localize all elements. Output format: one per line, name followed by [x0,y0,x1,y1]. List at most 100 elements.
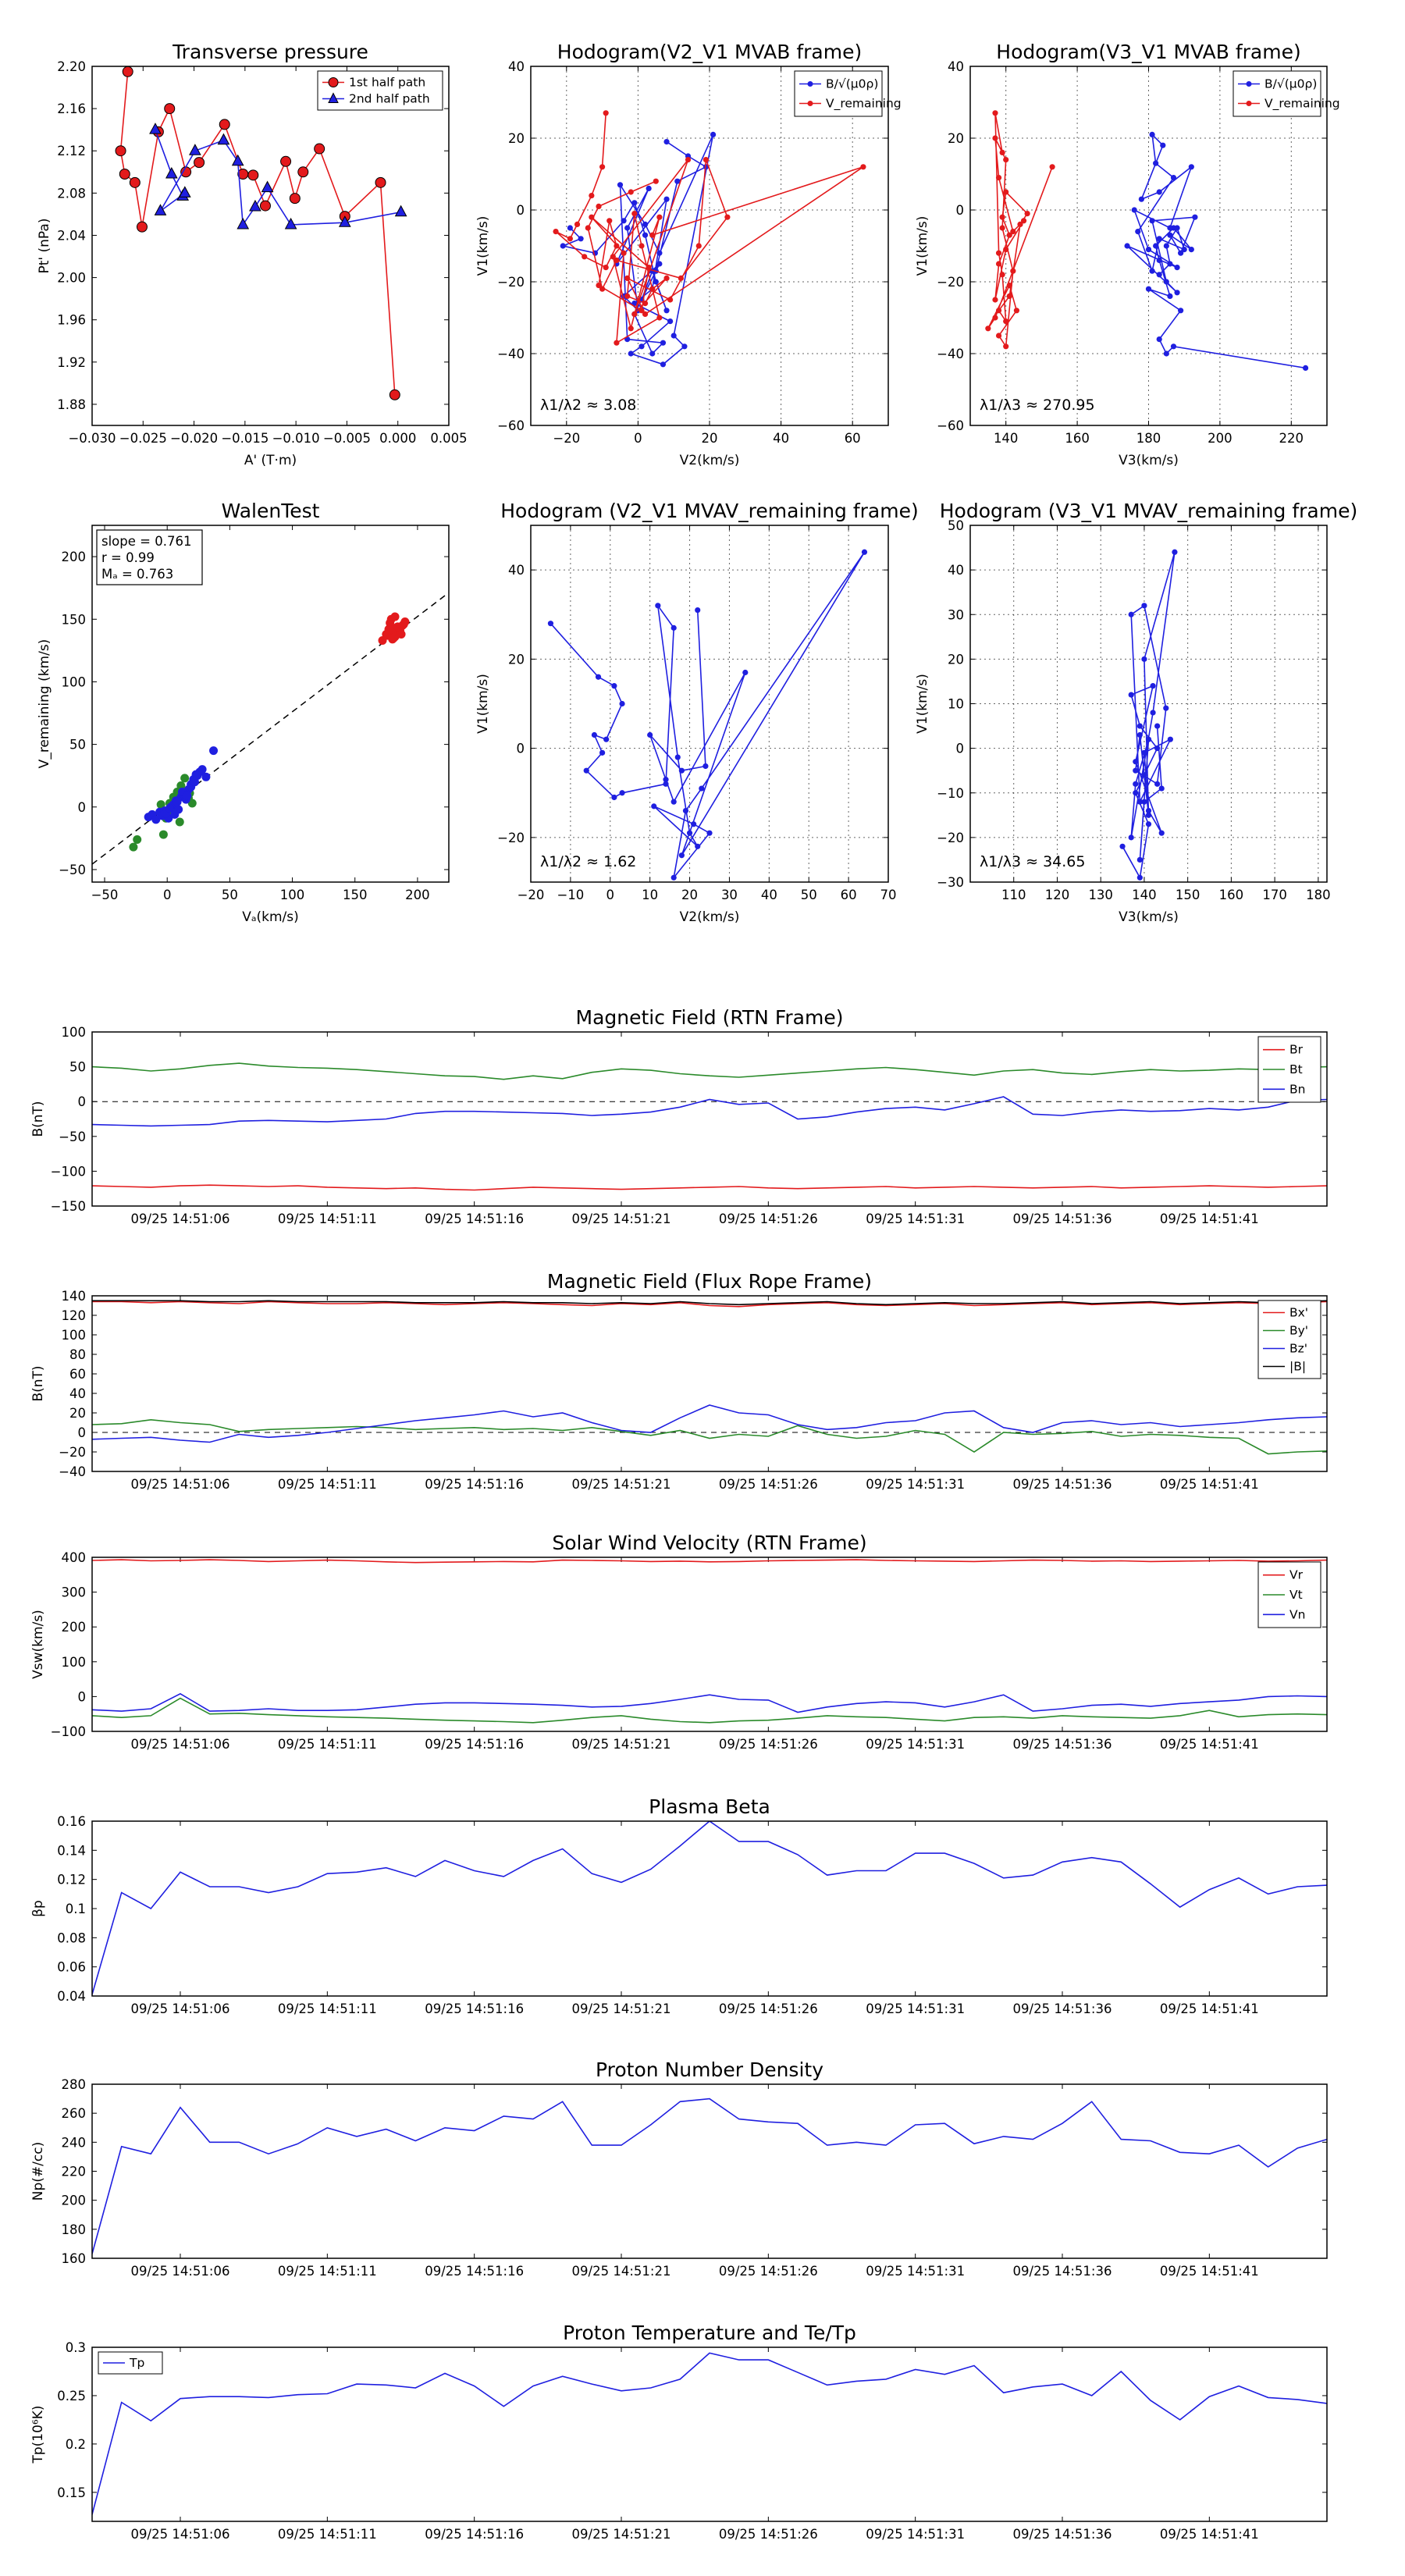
hodogram-v3v1-mvav-series-v-point [1154,781,1161,787]
walen-test-ytick-label: −50 [59,863,86,877]
solar-wind-velocity-ytick-label: 200 [62,1620,87,1635]
magnetic-field-rtn-ylabel: B(nT) [30,1101,46,1137]
hodogram-v2v1-mvab-legend-marker [807,81,813,87]
hodogram-v3v1-mvab-series-b-0--point [1156,336,1162,343]
hodogram-v2v1-mvab-series-v-remaining-point [614,340,620,346]
hodogram-v3v1-mvab-frame [969,66,1328,426]
transverse-pressure-series-2nd-half-path-point [338,215,351,227]
proton-temperature-frame [91,2347,1328,2522]
transverse-pressure-ylabel: Pt' (nPa) [37,219,52,274]
hodogram-v3v1-mvab-xtick-label: 220 [1279,431,1304,446]
hodogram-v2v1-mvab-series-v-remaining-point [628,326,634,332]
hodogram-v3v1-mvab-data [985,110,1309,371]
hodogram-v2v1-mvav-series-v-point [647,731,653,738]
hodogram-v3v1-mvav-xtick-label: 130 [1088,888,1113,902]
hodogram-v2v1-mvav-series-v-point [678,852,685,859]
proton-temperature-ylabel: Tp(10⁶K) [30,2405,46,2464]
plasma-beta-series-beta-line [92,1821,1327,1995]
hodogram-v2v1-mvab-series-v-remaining-point [628,189,634,195]
proton-number-density-xtick-label: 09/25 14:51:26 [719,2264,818,2279]
proton-number-density-xtick-label: 09/25 14:51:11 [278,2264,377,2279]
hodogram-v3v1-mvab-ytick-label: −20 [937,275,964,290]
plasma-beta-xtick-label: 09/25 14:51:36 [1013,2001,1112,2016]
walen-test-stat: Mₐ = 0.763 [101,567,173,582]
transverse-pressure-series-1st-half-path-point [115,145,126,157]
transverse-pressure-series-1st-half-path-point [375,176,386,188]
magnetic-field-flux-rope-xtick-label: 09/25 14:51:16 [425,1477,524,1492]
magnetic-field-rtn-legend-label: Br [1289,1043,1304,1057]
hodogram-v2v1-mvab-series-b-0--point [667,318,674,325]
walen-test-series-y-point [129,842,138,852]
hodogram-v3v1-mvab-series-b-0--point [1149,268,1155,274]
hodogram-v2v1-mvav-eigen-ratio: λ1/λ2 ≈ 1.62 [540,853,636,870]
hodogram-v2v1-mvab-xtick-label: 0 [634,431,642,446]
hodogram-v3v1-mvab-ytick-label: −60 [937,418,964,433]
walen-test-series-x-point [399,620,408,629]
walen-test-series-z-point [170,809,180,819]
hodogram-v2v1-mvab-legend-label: B/√(μ0ρ) [826,77,878,91]
hodogram-v3v1-mvab-series-v-remaining-point [1003,157,1009,163]
hodogram-v3v1-mvav-eigen-ratio: λ1/λ3 ≈ 34.65 [980,853,1085,870]
hodogram-v2v1-mvab-series-v-remaining-point [646,265,652,271]
hodogram-v2v1-mvab-series-v-remaining-point [642,311,649,317]
hodogram-v3v1-mvav-series-v-point [1150,683,1156,689]
hodogram-v3v1-mvab-series-b-0--point [1167,225,1173,231]
hodogram-v3v1-mvav-xtick-label: 140 [1132,888,1157,902]
transverse-pressure-frame [91,66,450,426]
proton-number-density-frame [91,2083,1328,2259]
hodogram-v3v1-mvav-series-v-point [1136,856,1143,863]
hodogram-v3v1-mvab-legend-label: B/√(μ0ρ) [1264,77,1317,91]
hodogram-v3v1-mvab-series-b-0--point [1188,247,1194,253]
hodogram-v2v1-mvab-title: Hodogram(V2_V1 MVAB frame) [557,41,862,63]
solar-wind-velocity-xtick-label: 09/25 14:51:21 [572,1737,671,1752]
hodogram-v2v1-mvav-xtick-label: 0 [606,888,615,902]
hodogram-v2v1-mvab-ytick-label: 20 [508,131,525,146]
magnetic-field-flux-rope-xtick-label: 09/25 14:51:26 [719,1477,818,1492]
hodogram-v3v1-mvav-ytick-label: 20 [948,652,964,667]
hodogram-v3v1-mvab-series-v-remaining-point [1003,343,1009,350]
proton-temperature-xtick-label: 09/25 14:51:26 [719,2527,818,2542]
hodogram-v2v1-mvab-series-v-remaining-point [589,214,595,220]
hodogram-v2v1-mvav-ytick-label: 0 [517,742,525,756]
hodogram-v2v1-mvav-xtick-label: 40 [761,888,777,902]
plasma-beta-xtick-label: 09/25 14:51:06 [131,2001,230,2016]
hodogram-v2v1-mvab-series-b-0--point [624,225,631,231]
hodogram-v3v1-mvav-xtick-label: 150 [1176,888,1200,902]
hodogram-v2v1-mvab-series-v-remaining-point [667,297,674,303]
hodogram-v2v1-mvab-series-b-0--point [578,236,584,242]
transverse-pressure-xtick-label: −0.020 [170,431,218,446]
hodogram-v3v1-mvab-series-b-0--point [1167,232,1173,238]
walen-test-series-x-point [397,630,406,639]
hodogram-v3v1-mvav-series-v-point [1172,549,1178,555]
hodogram-v2v1-mvab-series-v-remaining-point [642,301,649,307]
solar-wind-velocity-panel: 09/25 14:51:06 09/25 14:51:11 09/25 14:51:… [30,1532,1328,1752]
hodogram-v2v1-mvab-series-v-remaining-point [638,243,645,249]
hodogram-v2v1-mvav-xtick-label: 30 [721,888,738,902]
hodogram-v3v1-mvab-legend-marker [1246,101,1252,106]
hodogram-v3v1-mvab-series-b-0--point [1181,247,1187,253]
walen-test-xtick-label: 50 [222,888,238,902]
magnetic-field-flux-rope-series-by--line [92,1418,1327,1455]
magnetic-field-rtn-xtick-label: 09/25 14:51:06 [131,1212,230,1226]
transverse-pressure-series-2nd-half-path-point [394,205,407,217]
hodogram-v3v1-mvab-series-v-remaining-point [1049,164,1055,170]
magnetic-field-rtn-data [92,1062,1327,1191]
hodogram-v3v1-mvab-series-b-0--point [1163,279,1169,285]
hodogram-v3v1-mvab-series-b-0--point [1170,175,1177,181]
transverse-pressure-xtick-label: −0.025 [119,431,167,446]
magnetic-field-flux-rope-ytick-label: −20 [59,1445,86,1460]
hodogram-v3v1-mvab-series-v-remaining-point [995,333,1002,339]
walen-test-series-z-point [165,803,174,813]
plasma-beta-xtick-label: 09/25 14:51:21 [572,2001,671,2016]
hodogram-v2v1-mvab-ytick-label: 0 [517,203,525,218]
proton-number-density-series-np-line [92,2097,1327,2254]
hodogram-v2v1-mvab-series-v-remaining-point [724,214,731,220]
hodogram-v2v1-mvab-series-b-0--point [663,139,670,145]
magnetic-field-rtn-ytick-label: −150 [51,1199,86,1214]
hodogram-v2v1-mvab-panel: −20 0 20 40 60 −60 −40 −20 0 20 40 Hodogram(V2_V1 M… [475,41,902,468]
hodogram-v2v1-mvab-series-v-remaining-point [603,265,609,271]
magnetic-field-rtn-series-br-line [92,1184,1327,1191]
proton-number-density-xtick-label: 09/25 14:51:21 [572,2264,671,2279]
hodogram-v3v1-mvab-series-v-remaining-point [985,326,991,332]
hodogram-v3v1-mvab-series-v-remaining-point [1010,229,1016,235]
